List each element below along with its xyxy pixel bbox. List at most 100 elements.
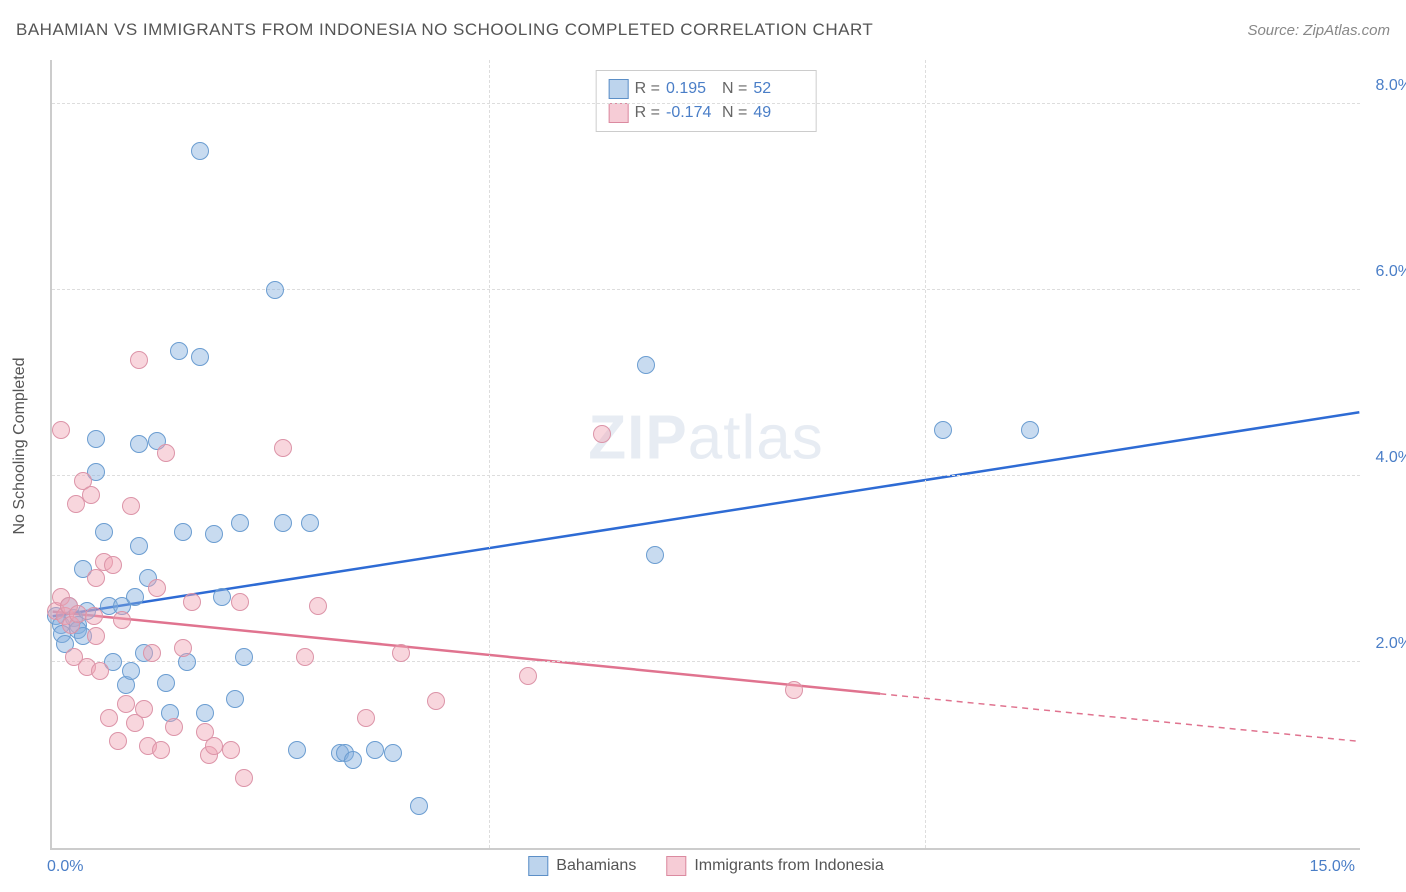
scatter-point xyxy=(87,627,105,645)
scatter-point xyxy=(357,709,375,727)
y-tick-label: 8.0% xyxy=(1364,77,1406,95)
scatter-point xyxy=(130,351,148,369)
scatter-point xyxy=(274,514,292,532)
chart-title: BAHAMIAN VS IMMIGRANTS FROM INDONESIA NO… xyxy=(16,20,873,40)
scatter-point xyxy=(174,523,192,541)
scatter-point xyxy=(157,444,175,462)
scatter-point xyxy=(117,695,135,713)
series-legend: Bahamians Immigrants from Indonesia xyxy=(528,856,883,876)
legend-item: Immigrants from Indonesia xyxy=(666,856,883,876)
r-label: R = xyxy=(635,104,660,122)
y-axis-label: No Schooling Completed xyxy=(11,358,29,535)
scatter-point xyxy=(143,644,161,662)
scatter-point xyxy=(235,648,253,666)
scatter-point xyxy=(87,430,105,448)
swatch-pink xyxy=(666,856,686,876)
scatter-point xyxy=(148,579,166,597)
scatter-point xyxy=(205,737,223,755)
scatter-point xyxy=(191,142,209,160)
n-value: 52 xyxy=(753,80,803,98)
scatter-point xyxy=(104,556,122,574)
scatter-point xyxy=(646,546,664,564)
scatter-point xyxy=(85,607,103,625)
y-tick-label: 2.0% xyxy=(1364,635,1406,653)
scatter-point xyxy=(170,342,188,360)
scatter-point xyxy=(122,497,140,515)
scatter-point xyxy=(231,514,249,532)
scatter-point xyxy=(174,639,192,657)
scatter-point xyxy=(91,662,109,680)
scatter-point xyxy=(191,348,209,366)
legend-row: R = 0.195 N = 52 xyxy=(609,77,804,101)
scatter-point xyxy=(226,690,244,708)
gridline xyxy=(52,289,1360,290)
legend-label: Bahamians xyxy=(556,857,636,875)
trend-lines xyxy=(52,60,1360,848)
scatter-point xyxy=(934,421,952,439)
r-label: R = xyxy=(635,80,660,98)
scatter-point xyxy=(165,718,183,736)
scatter-point xyxy=(637,356,655,374)
y-tick-label: 4.0% xyxy=(1364,449,1406,467)
scatter-point xyxy=(183,593,201,611)
scatter-point xyxy=(109,732,127,750)
scatter-point xyxy=(785,681,803,699)
scatter-point xyxy=(384,744,402,762)
legend-item: Bahamians xyxy=(528,856,636,876)
scatter-point xyxy=(427,692,445,710)
correlation-legend: R = 0.195 N = 52 R = -0.174 N = 49 xyxy=(596,70,817,132)
scatter-point xyxy=(205,525,223,543)
scatter-chart: ZIPatlas R = 0.195 N = 52 R = -0.174 N =… xyxy=(50,60,1360,850)
scatter-point xyxy=(100,709,118,727)
scatter-point xyxy=(130,435,148,453)
scatter-point xyxy=(52,421,70,439)
watermark: ZIPatlas xyxy=(588,403,823,474)
scatter-point xyxy=(82,486,100,504)
scatter-point xyxy=(288,741,306,759)
scatter-point xyxy=(130,537,148,555)
scatter-point xyxy=(235,769,253,787)
scatter-point xyxy=(344,751,362,769)
gridline xyxy=(52,103,1360,104)
n-label: N = xyxy=(722,80,747,98)
scatter-point xyxy=(366,741,384,759)
swatch-blue xyxy=(609,79,629,99)
chart-header: BAHAMIAN VS IMMIGRANTS FROM INDONESIA NO… xyxy=(16,20,1390,40)
x-tick-max: 15.0% xyxy=(1310,858,1355,876)
scatter-point xyxy=(135,700,153,718)
gridline xyxy=(925,60,926,848)
r-value: 0.195 xyxy=(666,80,716,98)
y-tick-label: 6.0% xyxy=(1364,263,1406,281)
scatter-point xyxy=(1021,421,1039,439)
scatter-point xyxy=(157,674,175,692)
scatter-point xyxy=(593,425,611,443)
legend-label: Immigrants from Indonesia xyxy=(694,857,883,875)
n-label: N = xyxy=(722,104,747,122)
legend-row: R = -0.174 N = 49 xyxy=(609,101,804,125)
chart-source: Source: ZipAtlas.com xyxy=(1247,22,1390,39)
scatter-point xyxy=(309,597,327,615)
scatter-point xyxy=(122,662,140,680)
scatter-point xyxy=(410,797,428,815)
scatter-point xyxy=(113,611,131,629)
swatch-blue xyxy=(528,856,548,876)
scatter-point xyxy=(95,523,113,541)
gridline xyxy=(52,475,1360,476)
n-value: 49 xyxy=(753,104,803,122)
scatter-point xyxy=(296,648,314,666)
r-value: -0.174 xyxy=(666,104,716,122)
x-tick-min: 0.0% xyxy=(47,858,83,876)
scatter-point xyxy=(392,644,410,662)
scatter-point xyxy=(87,569,105,587)
scatter-point xyxy=(301,514,319,532)
scatter-point xyxy=(152,741,170,759)
scatter-point xyxy=(231,593,249,611)
scatter-point xyxy=(196,704,214,722)
scatter-point xyxy=(222,741,240,759)
scatter-point xyxy=(126,588,144,606)
scatter-point xyxy=(519,667,537,685)
gridline xyxy=(489,60,490,848)
swatch-pink xyxy=(609,103,629,123)
scatter-point xyxy=(213,588,231,606)
scatter-point xyxy=(266,281,284,299)
